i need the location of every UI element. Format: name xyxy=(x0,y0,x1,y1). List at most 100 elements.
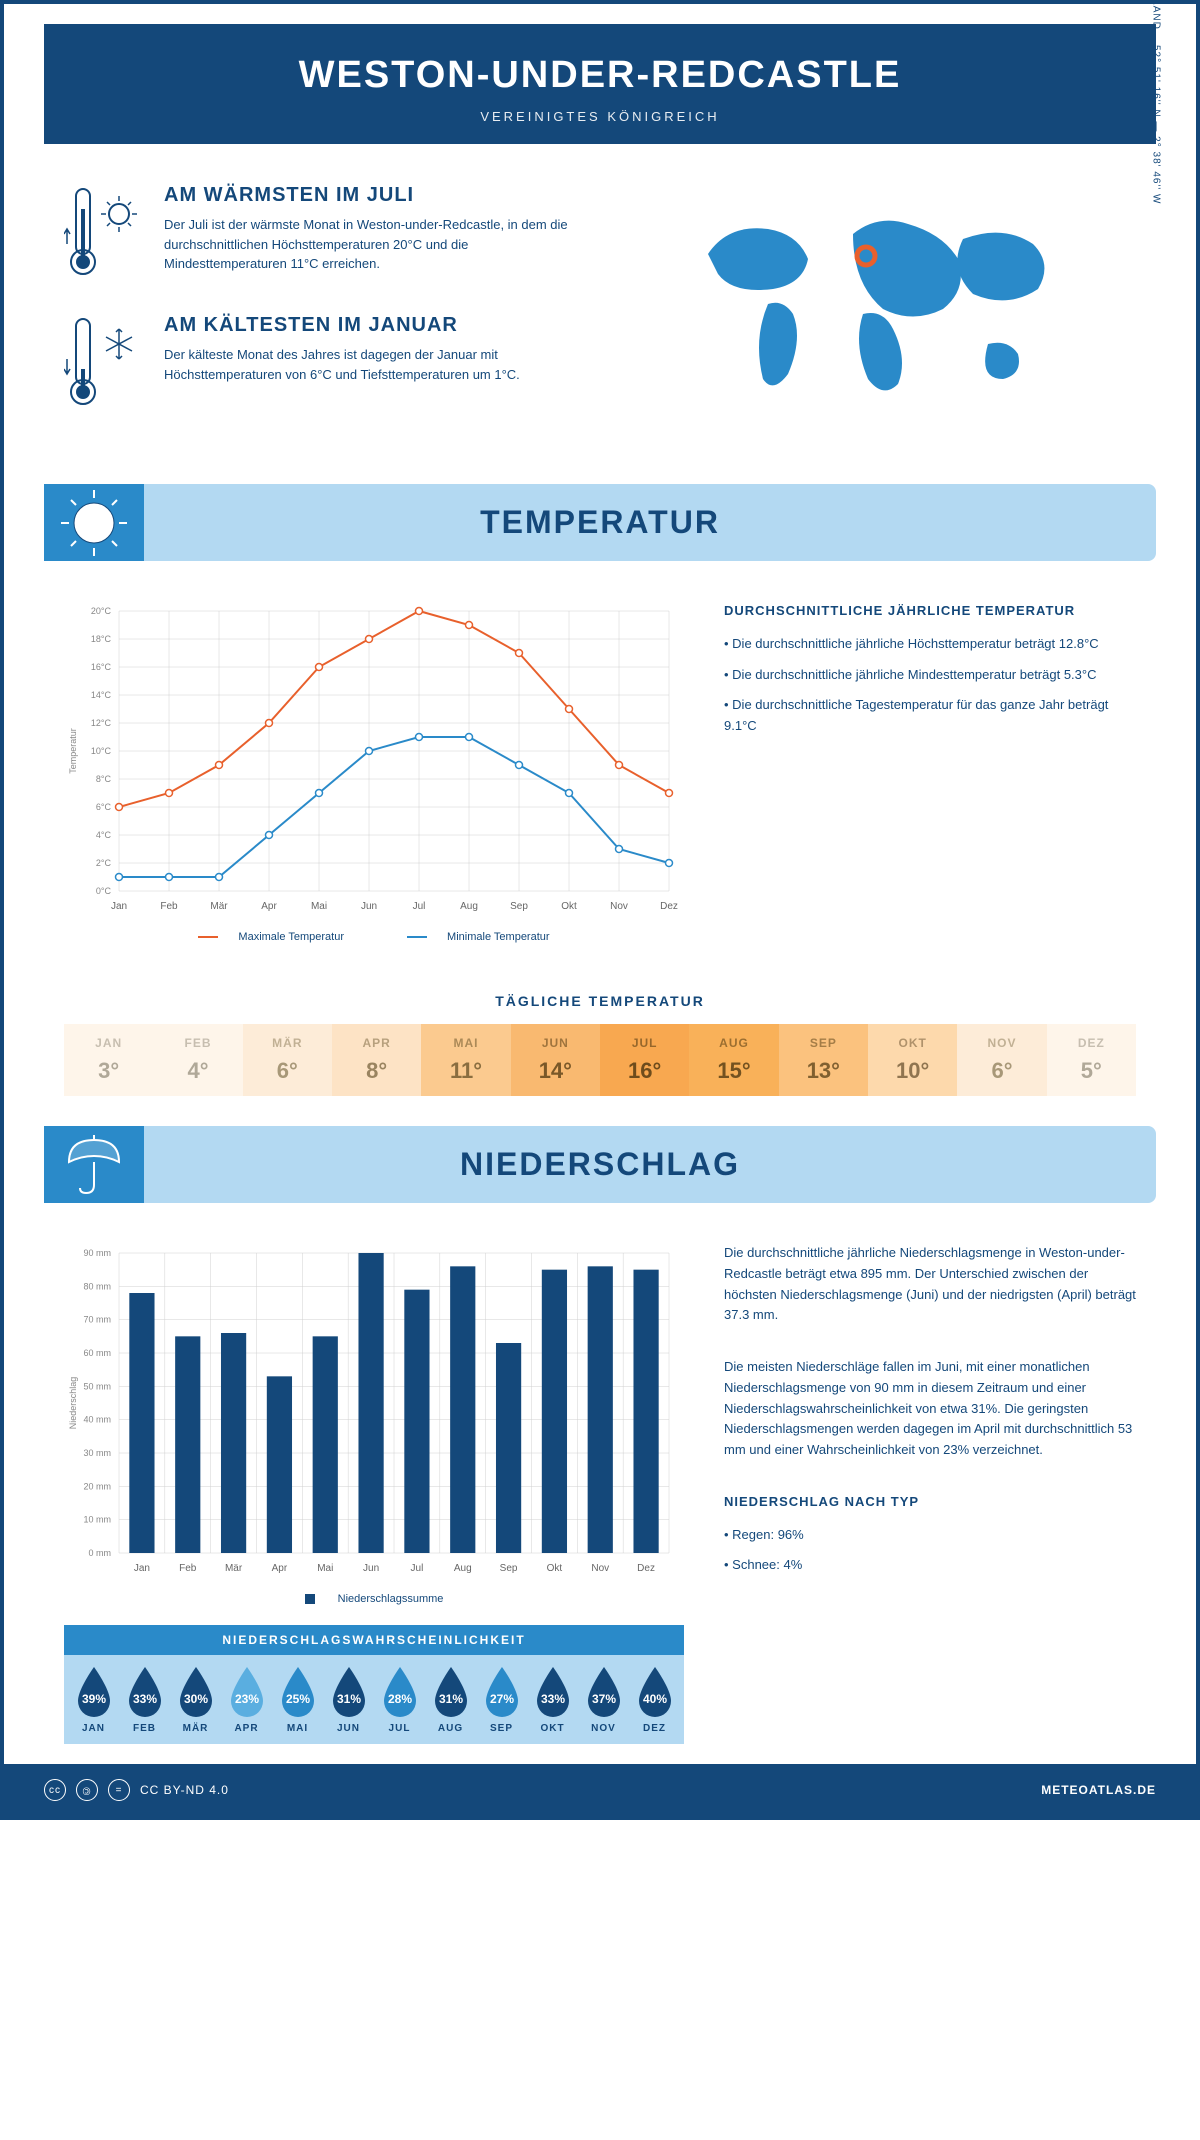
warmest-title: AM WÄRMSTEN IM JULI xyxy=(164,184,580,207)
probability-drop: 31%JUN xyxy=(324,1665,373,1734)
svg-text:Mär: Mär xyxy=(225,1563,243,1574)
svg-text:Okt: Okt xyxy=(561,901,577,912)
precipitation-summary: Die durchschnittliche jährliche Niedersc… xyxy=(724,1243,1136,1744)
svg-text:14°C: 14°C xyxy=(91,690,112,700)
svg-text:Mär: Mär xyxy=(210,901,228,912)
precipitation-chart: 0 mm10 mm20 mm30 mm40 mm50 mm60 mm70 mm8… xyxy=(64,1243,684,1744)
probability-drop: 23%APR xyxy=(222,1665,271,1734)
precipitation-title: NIEDERSCHLAG xyxy=(64,1146,1136,1183)
daily-temp-cell: OKT10° xyxy=(868,1024,957,1096)
sun-icon xyxy=(44,484,144,561)
temperature-summary: DURCHSCHNITTLICHE JÄHRLICHE TEMPERATUR •… xyxy=(724,601,1136,943)
probability-drop: 33%FEB xyxy=(120,1665,169,1734)
probability-drop: 33%OKT xyxy=(528,1665,577,1734)
probability-drop: 31%AUG xyxy=(426,1665,475,1734)
by-icon: 🄯 xyxy=(76,1779,98,1801)
svg-text:Mai: Mai xyxy=(311,901,327,912)
svg-text:70 mm: 70 mm xyxy=(83,1315,111,1325)
probability-drop: 37%NOV xyxy=(579,1665,628,1734)
coldest-text: Der kälteste Monat des Jahres ist dagege… xyxy=(164,345,580,384)
svg-text:10°C: 10°C xyxy=(91,746,112,756)
svg-text:0 mm: 0 mm xyxy=(89,1548,112,1558)
svg-text:40 mm: 40 mm xyxy=(83,1415,111,1425)
page-header: WESTON-UNDER-REDCASTLE VEREINIGTES KÖNIG… xyxy=(44,24,1156,144)
svg-text:Jan: Jan xyxy=(134,1563,150,1574)
daily-temp-cell: DEZ5° xyxy=(1047,1024,1136,1096)
temp-summary-title: DURCHSCHNITTLICHE JÄHRLICHE TEMPERATUR xyxy=(724,601,1136,622)
svg-text:27%: 27% xyxy=(489,1692,513,1706)
svg-text:28%: 28% xyxy=(387,1692,411,1706)
daily-temp-cell: JUN14° xyxy=(511,1024,600,1096)
svg-text:Feb: Feb xyxy=(160,901,178,912)
daily-temp-cell: JAN3° xyxy=(64,1024,153,1096)
svg-text:Jun: Jun xyxy=(361,901,377,912)
svg-text:16°C: 16°C xyxy=(91,662,112,672)
svg-text:Jun: Jun xyxy=(363,1563,379,1574)
svg-text:4°C: 4°C xyxy=(96,830,112,840)
daily-temp-cell: FEB4° xyxy=(153,1024,242,1096)
svg-text:30 mm: 30 mm xyxy=(83,1448,111,1458)
svg-text:Apr: Apr xyxy=(272,1563,288,1574)
temp-legend: Maximale Temperatur Minimale Temperatur xyxy=(64,931,684,943)
svg-text:Jul: Jul xyxy=(411,1563,424,1574)
svg-text:90 mm: 90 mm xyxy=(83,1248,111,1258)
warmest-text: Der Juli ist der wärmste Monat in Weston… xyxy=(164,215,580,274)
svg-text:Jan: Jan xyxy=(111,901,127,912)
probability-drop: 28%JUL xyxy=(375,1665,424,1734)
daily-temp-cell: AUG15° xyxy=(689,1024,778,1096)
daily-temperature-grid: JAN3°FEB4°MÄR6°APR8°MAI11°JUN14°JUL16°AU… xyxy=(64,1024,1136,1096)
svg-text:2°C: 2°C xyxy=(96,858,112,868)
precip-type-title: NIEDERSCHLAG NACH TYP xyxy=(724,1492,1136,1513)
precipitation-header: NIEDERSCHLAG xyxy=(44,1126,1156,1203)
precip-para-1: Die durchschnittliche jährliche Niedersc… xyxy=(724,1243,1136,1326)
temperature-title: TEMPERATUR xyxy=(64,504,1136,541)
probability-title: NIEDERSCHLAGSWAHRSCHEINLICHKEIT xyxy=(64,1625,684,1655)
svg-text:Okt: Okt xyxy=(547,1563,563,1574)
svg-text:31%: 31% xyxy=(438,1692,462,1706)
probability-grid: 39%JAN33%FEB30%MÄR23%APR25%MAI31%JUN28%J… xyxy=(64,1655,684,1744)
temp-bullet-2: • Die durchschnittliche jährliche Mindes… xyxy=(724,665,1136,686)
probability-drop: 30%MÄR xyxy=(171,1665,220,1734)
svg-text:Niederschlag: Niederschlag xyxy=(68,1377,78,1430)
thermometer-cold-icon xyxy=(64,314,144,414)
svg-text:Dez: Dez xyxy=(637,1563,655,1574)
svg-text:50 mm: 50 mm xyxy=(83,1381,111,1391)
coldest-block: AM KÄLTESTEN IM JANUAR Der kälteste Mona… xyxy=(64,314,580,414)
svg-text:23%: 23% xyxy=(234,1692,258,1706)
svg-text:80 mm: 80 mm xyxy=(83,1281,111,1291)
daily-temp-cell: MAI11° xyxy=(421,1024,510,1096)
daily-temp-cell: SEP13° xyxy=(779,1024,868,1096)
precip-type-1: • Regen: 96% xyxy=(724,1525,1136,1546)
daily-temp-cell: JUL16° xyxy=(600,1024,689,1096)
umbrella-icon xyxy=(44,1126,144,1203)
world-map xyxy=(620,184,1136,424)
svg-text:Nov: Nov xyxy=(610,901,628,912)
precip-legend: Niederschlagssumme xyxy=(64,1593,684,1605)
svg-text:20 mm: 20 mm xyxy=(83,1481,111,1491)
daily-temp-cell: APR8° xyxy=(332,1024,421,1096)
daily-temp-title: TÄGLICHE TEMPERATUR xyxy=(4,993,1196,1009)
coldest-title: AM KÄLTESTEN IM JANUAR xyxy=(164,314,580,337)
warmest-block: AM WÄRMSTEN IM JULI Der Juli ist der wär… xyxy=(64,184,580,284)
svg-text:Nov: Nov xyxy=(591,1563,609,1574)
svg-text:Jul: Jul xyxy=(413,901,426,912)
svg-text:37%: 37% xyxy=(591,1692,615,1706)
svg-text:20°C: 20°C xyxy=(91,606,112,616)
svg-text:0°C: 0°C xyxy=(96,886,112,896)
svg-text:Sep: Sep xyxy=(500,1563,518,1574)
license-text: CC BY-ND 4.0 xyxy=(140,1783,229,1797)
svg-text:Apr: Apr xyxy=(261,901,277,912)
precip-para-2: Die meisten Niederschläge fallen im Juni… xyxy=(724,1357,1136,1461)
probability-drop: 39%JAN xyxy=(69,1665,118,1734)
location-title: WESTON-UNDER-REDCASTLE xyxy=(64,54,1136,97)
thermometer-hot-icon xyxy=(64,184,144,284)
infographic-container: WESTON-UNDER-REDCASTLE VEREINIGTES KÖNIG… xyxy=(0,0,1200,1820)
svg-text:Feb: Feb xyxy=(179,1563,197,1574)
svg-text:6°C: 6°C xyxy=(96,802,112,812)
temp-bullet-1: • Die durchschnittliche jährliche Höchst… xyxy=(724,634,1136,655)
svg-text:Aug: Aug xyxy=(454,1563,472,1574)
temperature-header: TEMPERATUR xyxy=(44,484,1156,561)
svg-text:Temperatur: Temperatur xyxy=(68,728,78,774)
svg-text:33%: 33% xyxy=(132,1692,156,1706)
nd-icon: = xyxy=(108,1779,130,1801)
